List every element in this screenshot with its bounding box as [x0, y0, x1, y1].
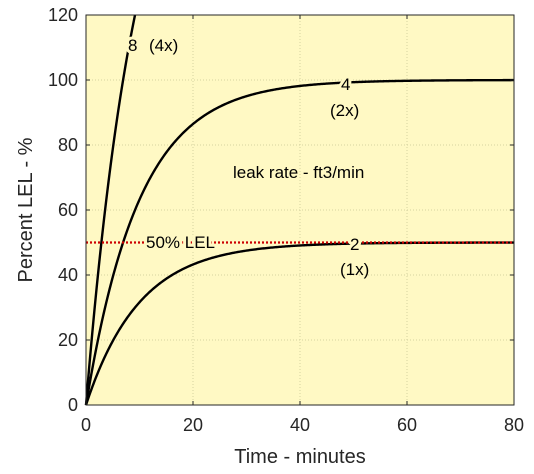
x-tick-label: 0 — [81, 415, 91, 435]
y-tick-label: 40 — [58, 265, 78, 285]
x-tick-label: 20 — [183, 415, 203, 435]
series-8-line — [84, 14, 137, 406]
y-tick-label: 100 — [48, 70, 78, 90]
series-2-multiplier: (1x) — [340, 260, 369, 279]
y-axis-label: Percent LEL - % — [15, 137, 37, 282]
series-4-multiplier: (2x) — [330, 101, 359, 120]
x-tick-label: 40 — [290, 415, 310, 435]
y-tick-label: 80 — [58, 135, 78, 155]
x-axis-label: Time - minutes — [234, 446, 366, 468]
series-2-label: 2 — [350, 235, 359, 254]
series-8-multiplier: (4x) — [149, 36, 178, 55]
leak-rate-annotation: leak rate - ft3/min — [233, 163, 364, 182]
y-tick-label: 20 — [58, 330, 78, 350]
y-tick-label: 60 — [58, 200, 78, 220]
y-tick-label: 0 — [68, 395, 78, 415]
series-4-line — [84, 78, 514, 406]
ticks — [85, 14, 515, 406]
series-4-label: 4 — [341, 75, 350, 94]
reference-line-label: 50% LEL — [146, 233, 215, 252]
tick-labels: 0 20 40 60 80 0 20 40 60 80 100 120 — [48, 5, 524, 435]
series-8-label: 8 — [128, 36, 137, 55]
y-tick-label: 120 — [48, 5, 78, 25]
x-tick-label: 80 — [504, 415, 524, 435]
x-tick-label: 60 — [397, 415, 417, 435]
